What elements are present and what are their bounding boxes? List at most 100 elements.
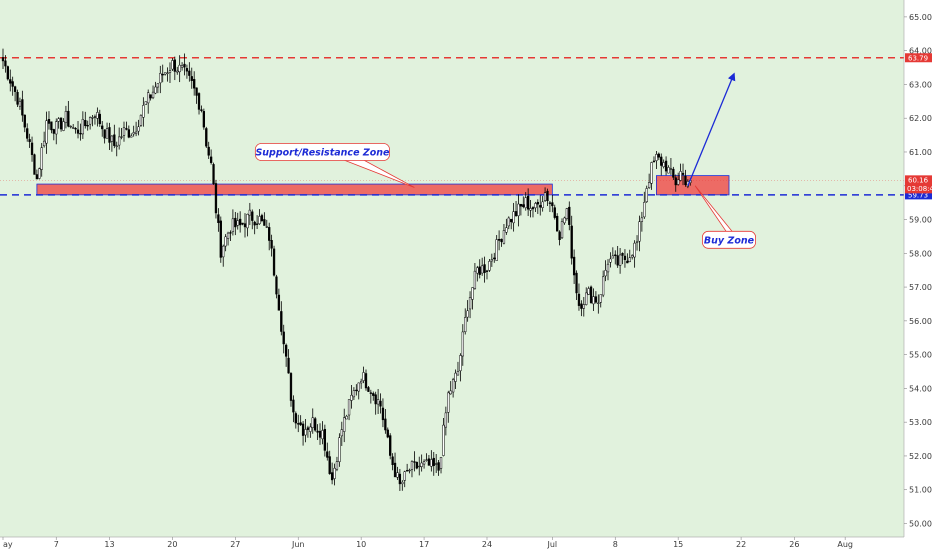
candle [488,258,491,272]
candle-body [565,208,569,219]
price-badge-label: 59.73 [908,191,928,199]
y-tick-label: 63.00 [909,80,932,89]
candle [611,247,614,259]
candle-body [154,86,157,94]
candle [163,72,167,76]
candle [599,294,602,308]
candle [217,208,220,232]
candle [93,114,97,125]
target-arrow[interactable] [687,72,736,187]
candle [144,101,147,105]
candle-body [236,220,239,226]
candle-body [677,179,680,185]
candle-body [272,248,276,276]
candle-body [461,331,464,357]
candle [110,135,114,152]
candle [9,69,12,92]
candle [643,191,646,219]
candle-body [372,393,375,396]
zone-box[interactable] [36,183,553,196]
candle [98,109,101,127]
candle-body [618,254,622,266]
candle [415,461,418,470]
candle [265,219,268,229]
plot-background[interactable] [0,0,904,537]
candle-body [546,190,549,202]
annotation-callout[interactable]: Support/Resistance Zone [254,143,415,188]
candle-body [362,372,365,381]
candle-body [113,134,116,146]
candle-body [401,481,404,485]
candle [556,213,559,232]
candle-body [468,297,472,310]
candle [321,421,324,445]
candle-body [224,236,227,247]
candle-body [645,188,648,202]
candle [483,256,486,283]
candle-body [408,469,411,472]
candle-body [529,208,532,211]
candle-body [650,162,653,184]
candle [420,454,423,472]
candle-body [222,245,225,258]
candle [389,433,392,460]
candle-body [26,128,29,139]
candle [664,156,668,176]
candles-layer [1,48,692,491]
candle [631,254,634,260]
candle-body [396,472,399,478]
y-tick-label: 59.00 [909,216,932,225]
candle-body [338,437,341,463]
candle-body [577,293,581,306]
candle [381,398,385,428]
candle-body [270,240,273,249]
candle [594,291,598,304]
candle-body [243,223,247,228]
candle [495,235,498,261]
annotation-callout[interactable]: Buy Zone [694,185,757,249]
candle-body [47,119,51,124]
candle-body [447,392,450,413]
candle [118,127,121,150]
candle [72,124,75,129]
candle-body [551,202,554,207]
candle [23,114,26,133]
candle [543,187,547,202]
candle [430,450,433,472]
candle-body [74,128,77,130]
candle [248,202,251,226]
candle-body [553,207,556,218]
candle-body [592,296,595,305]
candle-body [55,121,58,135]
price-badge [905,190,932,200]
candle-body [287,357,290,374]
zone-box[interactable] [656,175,730,196]
candle-body [311,417,314,428]
candle [323,424,327,457]
candle [301,420,305,446]
candle [246,213,249,237]
candle [231,209,235,236]
candle-body [623,255,627,260]
candle [466,300,469,322]
candle [418,456,421,476]
candle-body [258,216,261,225]
candle-body [427,458,431,466]
candle-body [398,473,402,485]
candle [563,216,566,225]
candle-body [268,227,271,241]
candle-body [604,270,607,277]
candle [195,87,198,104]
candle [575,270,578,300]
candle-body [570,225,573,259]
y-axis[interactable]: 65.0064.0063.0062.0061.0060.0059.0058.00… [903,0,932,550]
candle-body [246,213,249,229]
candle [442,417,445,457]
candle [180,62,184,71]
candle-body [229,232,232,234]
candle-body [350,394,353,401]
candle-body [163,72,167,75]
x-axis[interactable]: ay 7 13 20 27 Jun 10 17 24 Jul 8 15 22 26 Aug [0,536,932,550]
candle-body [294,413,297,424]
candle [444,406,448,436]
